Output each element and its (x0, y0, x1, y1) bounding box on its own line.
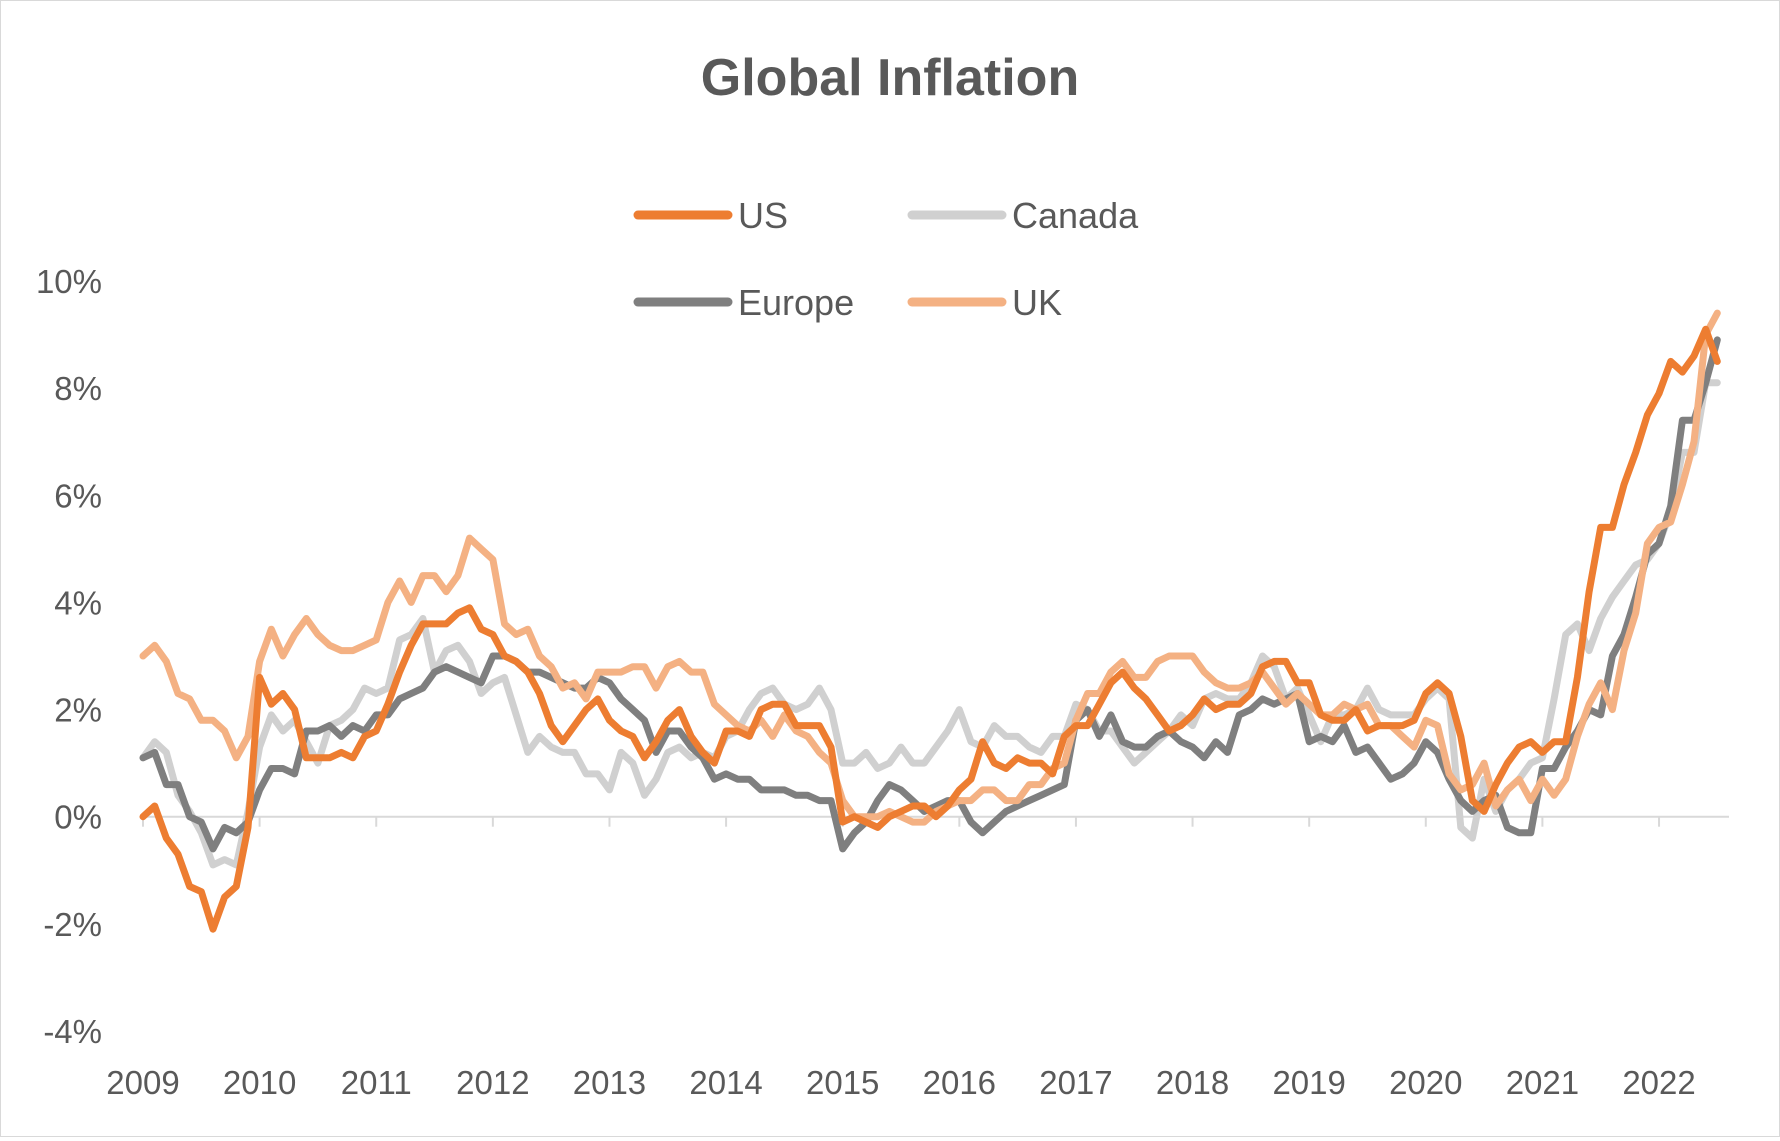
x-tick-label: 2015 (806, 1064, 879, 1101)
y-tick-label: 0% (54, 799, 102, 836)
legend-item-europe[interactable]: Europe (633, 282, 854, 323)
legend-item-canada[interactable]: Canada (907, 195, 1139, 236)
series-line-canada[interactable] (139, 379, 1721, 869)
x-tick-label: 2019 (1272, 1064, 1345, 1101)
legend: US Canada Europe UK (633, 195, 1139, 323)
y-tick-label: 4% (54, 584, 102, 621)
x-axis: 2009 2010 2011 2012 2013 2014 2015 2016 2017 2018… (106, 815, 1729, 1101)
y-tick-label: 6% (54, 477, 102, 514)
chart-title: Global Inflation (701, 49, 1079, 107)
series-line-us[interactable] (139, 325, 1721, 933)
y-tick-label: -2% (43, 906, 102, 943)
x-tick-label: 2017 (1039, 1064, 1112, 1101)
x-tick-label: 2013 (573, 1064, 646, 1101)
x-tick-label: 2011 (341, 1064, 412, 1101)
legend-label-us: US (738, 195, 788, 236)
x-tick-label: 2018 (1156, 1064, 1229, 1101)
x-tick-label: 2009 (106, 1064, 179, 1101)
x-tick-label: 2010 (223, 1064, 296, 1101)
x-tick-label: 2020 (1389, 1064, 1462, 1101)
legend-label-europe: Europe (738, 282, 854, 323)
series-layer (139, 309, 1721, 933)
x-tick-label: 2016 (923, 1064, 996, 1101)
y-tick-label: -4% (43, 1013, 102, 1050)
legend-item-uk[interactable]: UK (907, 282, 1062, 323)
legend-label-canada: Canada (1012, 195, 1139, 236)
y-tick-label: 8% (54, 370, 102, 407)
x-tick-label: 2012 (456, 1064, 529, 1101)
y-tick-label: 2% (54, 692, 102, 729)
x-tick-label: 2014 (689, 1064, 762, 1101)
x-tick-label: 2021 (1506, 1064, 1579, 1101)
x-tick-label: 2022 (1622, 1064, 1695, 1101)
series-line-uk[interactable] (139, 309, 1721, 826)
y-axis: -4% -2% 0% 2% 4% 6% 8% 10% (36, 263, 102, 1050)
y-tick-label: 10% (36, 263, 102, 300)
legend-label-uk: UK (1012, 282, 1062, 323)
legend-item-us[interactable]: US (633, 195, 788, 236)
